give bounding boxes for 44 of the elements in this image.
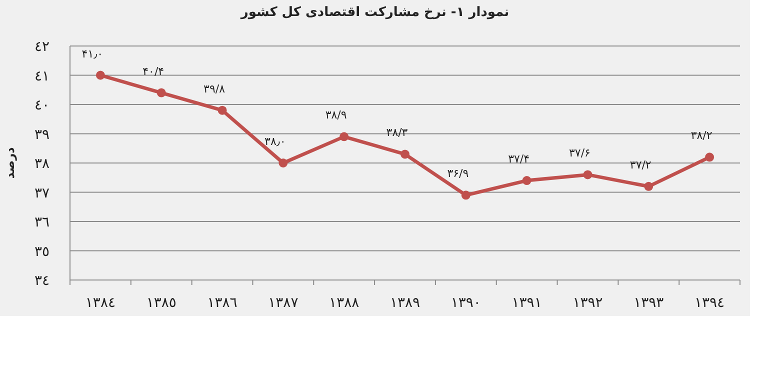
point bbox=[400, 150, 410, 159]
point bbox=[156, 88, 166, 98]
data-label: ۳۷/۶ bbox=[569, 146, 590, 160]
data-label: ۳۸/۹ bbox=[325, 108, 347, 122]
point bbox=[340, 132, 349, 142]
x-tick-label: ١٣٩٠ bbox=[450, 295, 481, 311]
data-label: ۴۰/۴ bbox=[142, 64, 164, 78]
point bbox=[461, 190, 470, 200]
x-tick-label: ١٣٨٦ bbox=[207, 295, 238, 311]
point bbox=[522, 176, 532, 186]
y-tick-label: ٤٢ bbox=[34, 39, 50, 55]
point bbox=[705, 152, 714, 162]
x-tick-label: ١٣٩٤ bbox=[694, 295, 725, 311]
y-tick-label: ٣٩ bbox=[34, 126, 50, 143]
x-tick-label: ١٣٩١ bbox=[512, 295, 542, 311]
data-label: ۳۸/۲ bbox=[690, 129, 712, 142]
x-tick-label: ١٣٨٥ bbox=[146, 295, 176, 311]
y-tick-label: ٤٠ bbox=[34, 98, 50, 114]
point bbox=[278, 158, 288, 168]
point bbox=[583, 170, 592, 180]
y-tick-label: ٣٨ bbox=[34, 156, 50, 172]
data-label: ۳۷/۲ bbox=[630, 158, 652, 172]
point bbox=[218, 106, 227, 115]
x-tick-label: ١٣٩٢ bbox=[572, 295, 603, 311]
y-tick-label: ٤١ bbox=[34, 68, 50, 84]
y-tick-label: ٣٤ bbox=[34, 273, 50, 289]
y-tick-label: ٣٦ bbox=[34, 214, 50, 230]
chart-title: نمودار ۱- نرخ مشارکت اقتصادی کل کشور bbox=[240, 5, 510, 20]
data-label: ۳۶/۹ bbox=[447, 167, 469, 180]
x-tick-label: ١٣٨٧ bbox=[268, 295, 299, 311]
y-axis-title: درصد bbox=[3, 147, 17, 179]
x-tick-label: ١٣٨٤ bbox=[85, 295, 116, 311]
data-label: ۳۸٫۰ bbox=[264, 135, 286, 148]
data-label: ۴۱٫۰ bbox=[82, 47, 104, 60]
x-tick-label: ١٣٨٩ bbox=[390, 295, 420, 311]
y-tick-label: ٣٧ bbox=[34, 185, 50, 202]
x-tick-label: ١٣٨٨ bbox=[329, 295, 360, 311]
y-tick-label: ٣٥ bbox=[34, 244, 50, 260]
data-label: ۳۸/۳ bbox=[386, 126, 408, 140]
point bbox=[96, 70, 105, 80]
x-tick-label: ١٣٩٣ bbox=[634, 295, 664, 311]
point bbox=[644, 182, 654, 191]
data-label: ۳۷/۴ bbox=[508, 152, 530, 166]
data-label: ۳۹/۸ bbox=[204, 82, 226, 96]
